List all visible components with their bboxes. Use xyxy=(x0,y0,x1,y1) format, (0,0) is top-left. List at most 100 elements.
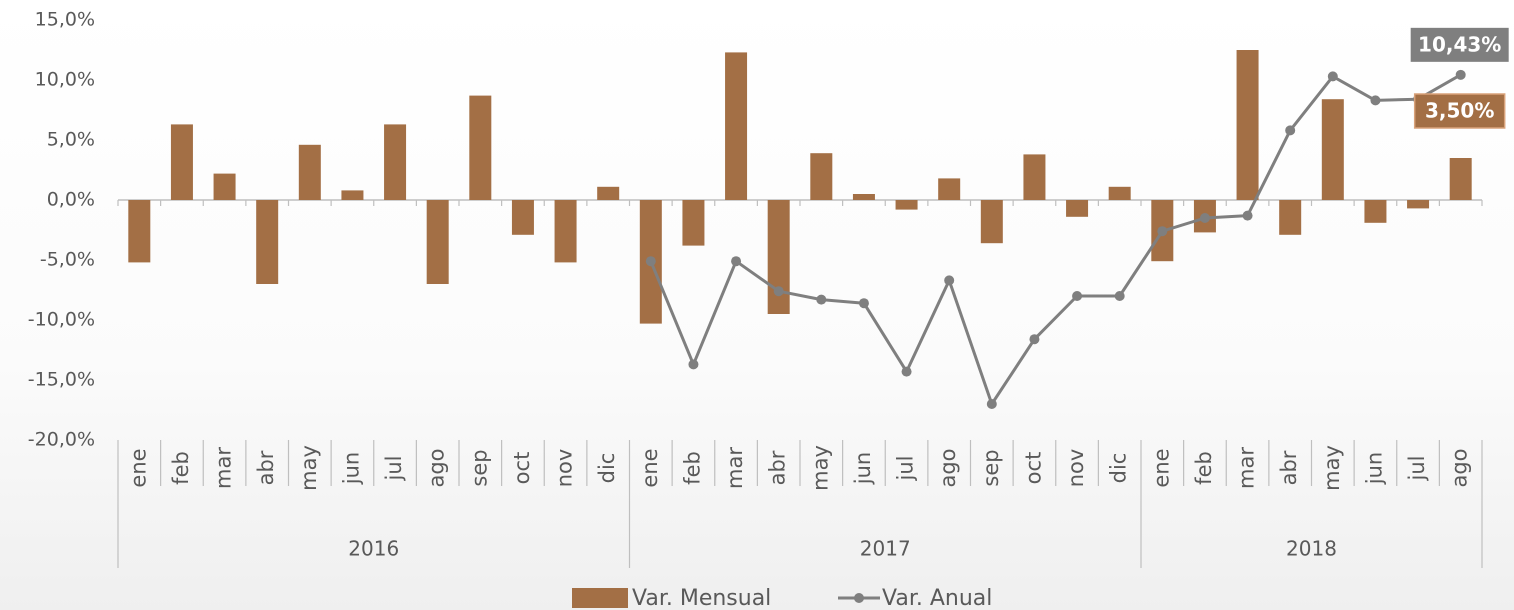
bar xyxy=(1066,200,1089,217)
line-marker xyxy=(1242,210,1253,221)
line-marker xyxy=(1157,226,1168,237)
x-tick-label: jun xyxy=(339,452,363,485)
line-marker xyxy=(1199,213,1210,223)
bar xyxy=(597,186,620,200)
y-tick-label: -5,0% xyxy=(40,249,95,271)
x-tick-label: jul xyxy=(382,456,406,482)
x-tick-label: ene xyxy=(638,448,662,487)
group-label: 2016 xyxy=(348,537,399,561)
y-tick-label: 15,0% xyxy=(35,9,95,31)
bar xyxy=(469,95,492,200)
x-tick-label: abr xyxy=(766,450,790,485)
x-tick-label: nov xyxy=(553,449,577,488)
bar xyxy=(213,173,236,200)
bar xyxy=(298,144,321,200)
x-tick-label: ene xyxy=(1149,448,1173,487)
x-tick-label: ene xyxy=(126,448,150,487)
bar xyxy=(128,200,151,263)
line-marker xyxy=(773,286,784,297)
y-tick-label: 5,0% xyxy=(47,129,95,151)
value-label: 10,43% xyxy=(1418,32,1501,56)
bar xyxy=(170,124,193,200)
x-tick-label: ago xyxy=(425,448,449,487)
bar xyxy=(810,153,833,200)
legend-swatch xyxy=(572,588,628,608)
bar xyxy=(682,200,705,246)
bar xyxy=(384,124,407,200)
bar xyxy=(426,200,449,284)
bar xyxy=(511,200,534,235)
line-marker xyxy=(1327,71,1338,82)
y-tick-label: 10,0% xyxy=(35,69,95,91)
bar xyxy=(554,200,577,263)
y-tick-label: 0,0% xyxy=(47,189,95,211)
line-marker xyxy=(1114,291,1125,301)
x-tick-label: jul xyxy=(1405,456,1429,482)
x-tick-label: sep xyxy=(979,449,1003,486)
line-marker xyxy=(1370,95,1381,106)
value-label: 3,50% xyxy=(1425,99,1494,123)
x-tick-label: feb xyxy=(680,451,704,485)
bar xyxy=(256,200,279,284)
y-tick-label: -20,0% xyxy=(28,429,95,451)
x-tick-label: jul xyxy=(894,456,918,482)
y-tick-label: -10,0% xyxy=(28,309,95,331)
x-tick-label: mar xyxy=(1235,447,1259,489)
line-marker xyxy=(858,298,869,309)
x-tick-label: feb xyxy=(1192,451,1216,485)
bar xyxy=(938,178,961,200)
line-marker xyxy=(731,256,742,267)
x-tick-label: oct xyxy=(1021,452,1045,485)
line xyxy=(649,73,1462,406)
line-marker xyxy=(645,256,656,267)
bar xyxy=(1236,50,1259,200)
legend-label: Var. Mensual xyxy=(632,586,771,610)
line-marker xyxy=(1029,334,1040,345)
x-tick-label: mar xyxy=(723,447,747,489)
x-tick-label: jun xyxy=(1362,452,1386,485)
bar xyxy=(341,190,364,200)
bar xyxy=(852,194,875,200)
bar xyxy=(1321,99,1344,200)
bar xyxy=(1023,154,1046,200)
value-label-box xyxy=(1413,93,1506,129)
bar xyxy=(895,200,918,210)
bar xyxy=(1449,158,1472,200)
x-tick-label: ago xyxy=(936,448,960,487)
x-tick-label: dic xyxy=(1107,453,1131,484)
bar xyxy=(725,52,748,201)
group-label: 2017 xyxy=(860,537,911,561)
line-marker xyxy=(1455,69,1466,80)
value-label-box xyxy=(1410,27,1509,62)
x-tick-label: may xyxy=(808,445,832,491)
y-tick-label: -15,0% xyxy=(28,369,95,391)
bar xyxy=(767,200,790,314)
x-tick-label: oct xyxy=(510,452,534,485)
x-tick-label: may xyxy=(297,445,321,491)
bar xyxy=(980,200,1003,244)
x-tick-label: abr xyxy=(1277,450,1301,485)
bar xyxy=(1108,186,1131,200)
x-tick-label: may xyxy=(1320,445,1344,491)
bar xyxy=(1407,200,1430,209)
line-marker xyxy=(1285,125,1296,136)
x-tick-label: sep xyxy=(467,449,491,486)
line-marker xyxy=(944,275,955,286)
x-tick-label: ago xyxy=(1448,448,1472,487)
x-tick-label: mar xyxy=(212,447,236,489)
line-marker xyxy=(816,294,827,305)
x-tick-label: nov xyxy=(1064,449,1088,488)
x-tick-label: feb xyxy=(169,451,193,485)
x-tick-label: abr xyxy=(254,450,278,485)
line-marker xyxy=(901,366,912,377)
line-marker xyxy=(986,399,997,409)
bar xyxy=(1364,200,1387,223)
legend-label: Var. Anual xyxy=(882,586,992,610)
group-label: 2018 xyxy=(1286,537,1337,561)
x-tick-label: dic xyxy=(595,453,619,484)
x-tick-label: jun xyxy=(851,452,875,485)
line-marker xyxy=(688,359,699,370)
line-marker xyxy=(1072,291,1083,301)
